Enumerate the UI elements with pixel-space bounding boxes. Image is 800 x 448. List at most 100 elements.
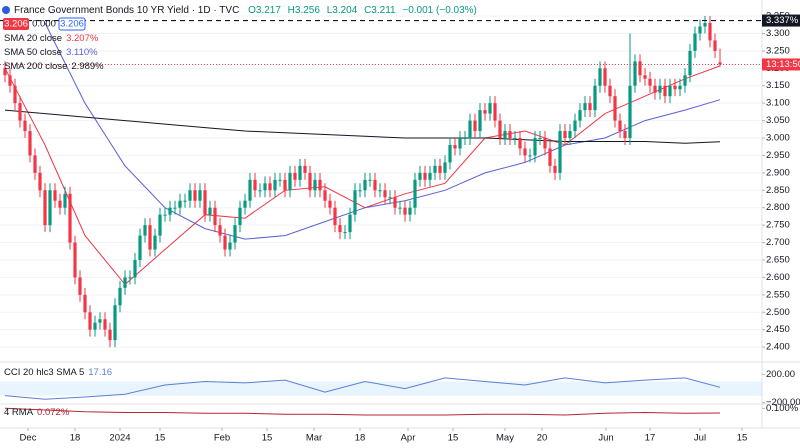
candle-body xyxy=(288,172,292,191)
buy-box[interactable] xyxy=(58,17,86,31)
indicator-title: CCI 20 hlc3 SMA 5 xyxy=(4,367,84,378)
candle-body xyxy=(3,68,7,76)
candle-body xyxy=(293,172,297,180)
candle-body xyxy=(413,179,417,208)
candle-body xyxy=(128,277,132,279)
candle-body xyxy=(38,172,42,191)
candle-body xyxy=(608,85,612,97)
x-tick-label: 17 xyxy=(645,433,656,444)
candle-body xyxy=(533,138,537,156)
x-tick-label: Feb xyxy=(214,433,230,444)
candle-body xyxy=(473,120,477,132)
candle-body xyxy=(348,214,352,233)
candle-body xyxy=(233,225,237,243)
candle-body xyxy=(88,312,92,330)
candle-body xyxy=(363,179,367,191)
candle-body xyxy=(68,193,72,243)
y-tick-label: 3.300 xyxy=(766,28,790,39)
buy-price[interactable]: 3.206 xyxy=(60,19,84,30)
price-label-box xyxy=(762,58,800,71)
sell-price[interactable]: 3.206 xyxy=(4,19,28,30)
candle-body xyxy=(113,305,117,341)
x-tick-label: 18 xyxy=(355,433,366,444)
y-tick-label: 3.000 xyxy=(766,133,790,144)
candle-body xyxy=(503,131,507,139)
high-level-box xyxy=(762,14,800,27)
y-tick-label: 2.800 xyxy=(766,202,790,213)
candle-body xyxy=(228,242,232,250)
candle-body xyxy=(83,294,87,313)
candle-body xyxy=(218,225,222,236)
candle-body xyxy=(543,138,547,149)
candle-body xyxy=(388,197,392,199)
y-tick-label: 2.550 xyxy=(766,289,790,300)
marks-layer xyxy=(0,16,762,416)
candle-body xyxy=(573,120,577,132)
candle-body xyxy=(318,179,322,191)
y-tick-label: 2.650 xyxy=(766,254,790,265)
candle-body xyxy=(243,200,247,208)
candle-body xyxy=(583,103,587,111)
candle-body xyxy=(483,110,487,114)
candle-body xyxy=(548,148,552,166)
candle-body xyxy=(643,75,647,79)
candle-body xyxy=(173,207,177,209)
indicator-value: 0.072% xyxy=(37,407,70,418)
ohlc-low: L3.204 xyxy=(327,5,358,16)
x-tick-label: Dec xyxy=(20,433,37,444)
candle-body xyxy=(708,23,712,41)
candle-body xyxy=(338,225,342,233)
candle-body xyxy=(373,179,377,191)
legend-name: SMA 20 close xyxy=(4,33,62,44)
candle-body xyxy=(263,183,267,191)
candle-body xyxy=(93,322,97,330)
candle-body xyxy=(423,172,427,180)
candle-body xyxy=(568,131,572,139)
legend-value: 2.989% xyxy=(71,61,104,72)
y-tick-label: −200.00 xyxy=(766,397,800,408)
candle-body xyxy=(528,155,532,157)
candle-body xyxy=(33,155,37,173)
y-tick-label: 2.450 xyxy=(766,324,790,335)
candle-body xyxy=(673,85,677,90)
candle-body xyxy=(463,138,467,140)
candle-body xyxy=(408,207,412,215)
y-tick-label: 0.100% xyxy=(766,403,799,414)
candle-body xyxy=(558,131,562,173)
candle-body xyxy=(98,319,102,323)
candle-body xyxy=(693,33,697,51)
x-tick-label: Jul xyxy=(694,433,706,444)
candle-body xyxy=(638,61,642,76)
candle-body xyxy=(203,190,207,215)
y-tick-label: 2.850 xyxy=(766,185,790,196)
legend-value: 3.207% xyxy=(66,33,99,44)
sell-box[interactable] xyxy=(3,18,29,30)
candle-body xyxy=(238,207,242,226)
x-tick-label: 15 xyxy=(737,433,748,444)
flag-icon xyxy=(2,6,10,14)
candle-body xyxy=(198,190,202,201)
x-tick-label: May xyxy=(496,433,514,444)
y-tick-label: 200.00 xyxy=(766,369,795,380)
candle-body xyxy=(103,319,107,330)
candle-body xyxy=(653,85,657,93)
candle-body xyxy=(298,165,302,180)
candle-body xyxy=(308,172,312,191)
y-tick-label: 2.900 xyxy=(766,167,790,178)
candle-body xyxy=(443,162,447,173)
high-level-label: 3.337% xyxy=(766,15,799,26)
candle-body xyxy=(398,207,402,209)
candle-body xyxy=(213,207,217,226)
x-tick-label: Jun xyxy=(598,433,613,444)
y-tick-label: 2.750 xyxy=(766,220,790,231)
candle-body xyxy=(323,190,327,201)
candle-body xyxy=(328,200,332,208)
x-tick-label: 2024 xyxy=(109,433,130,444)
candle-body xyxy=(678,85,682,90)
candle-body xyxy=(598,68,602,86)
indicator-value: 17.16 xyxy=(88,367,112,378)
candle-body xyxy=(393,197,397,208)
candle-body xyxy=(223,235,227,250)
candle-body xyxy=(458,138,462,149)
